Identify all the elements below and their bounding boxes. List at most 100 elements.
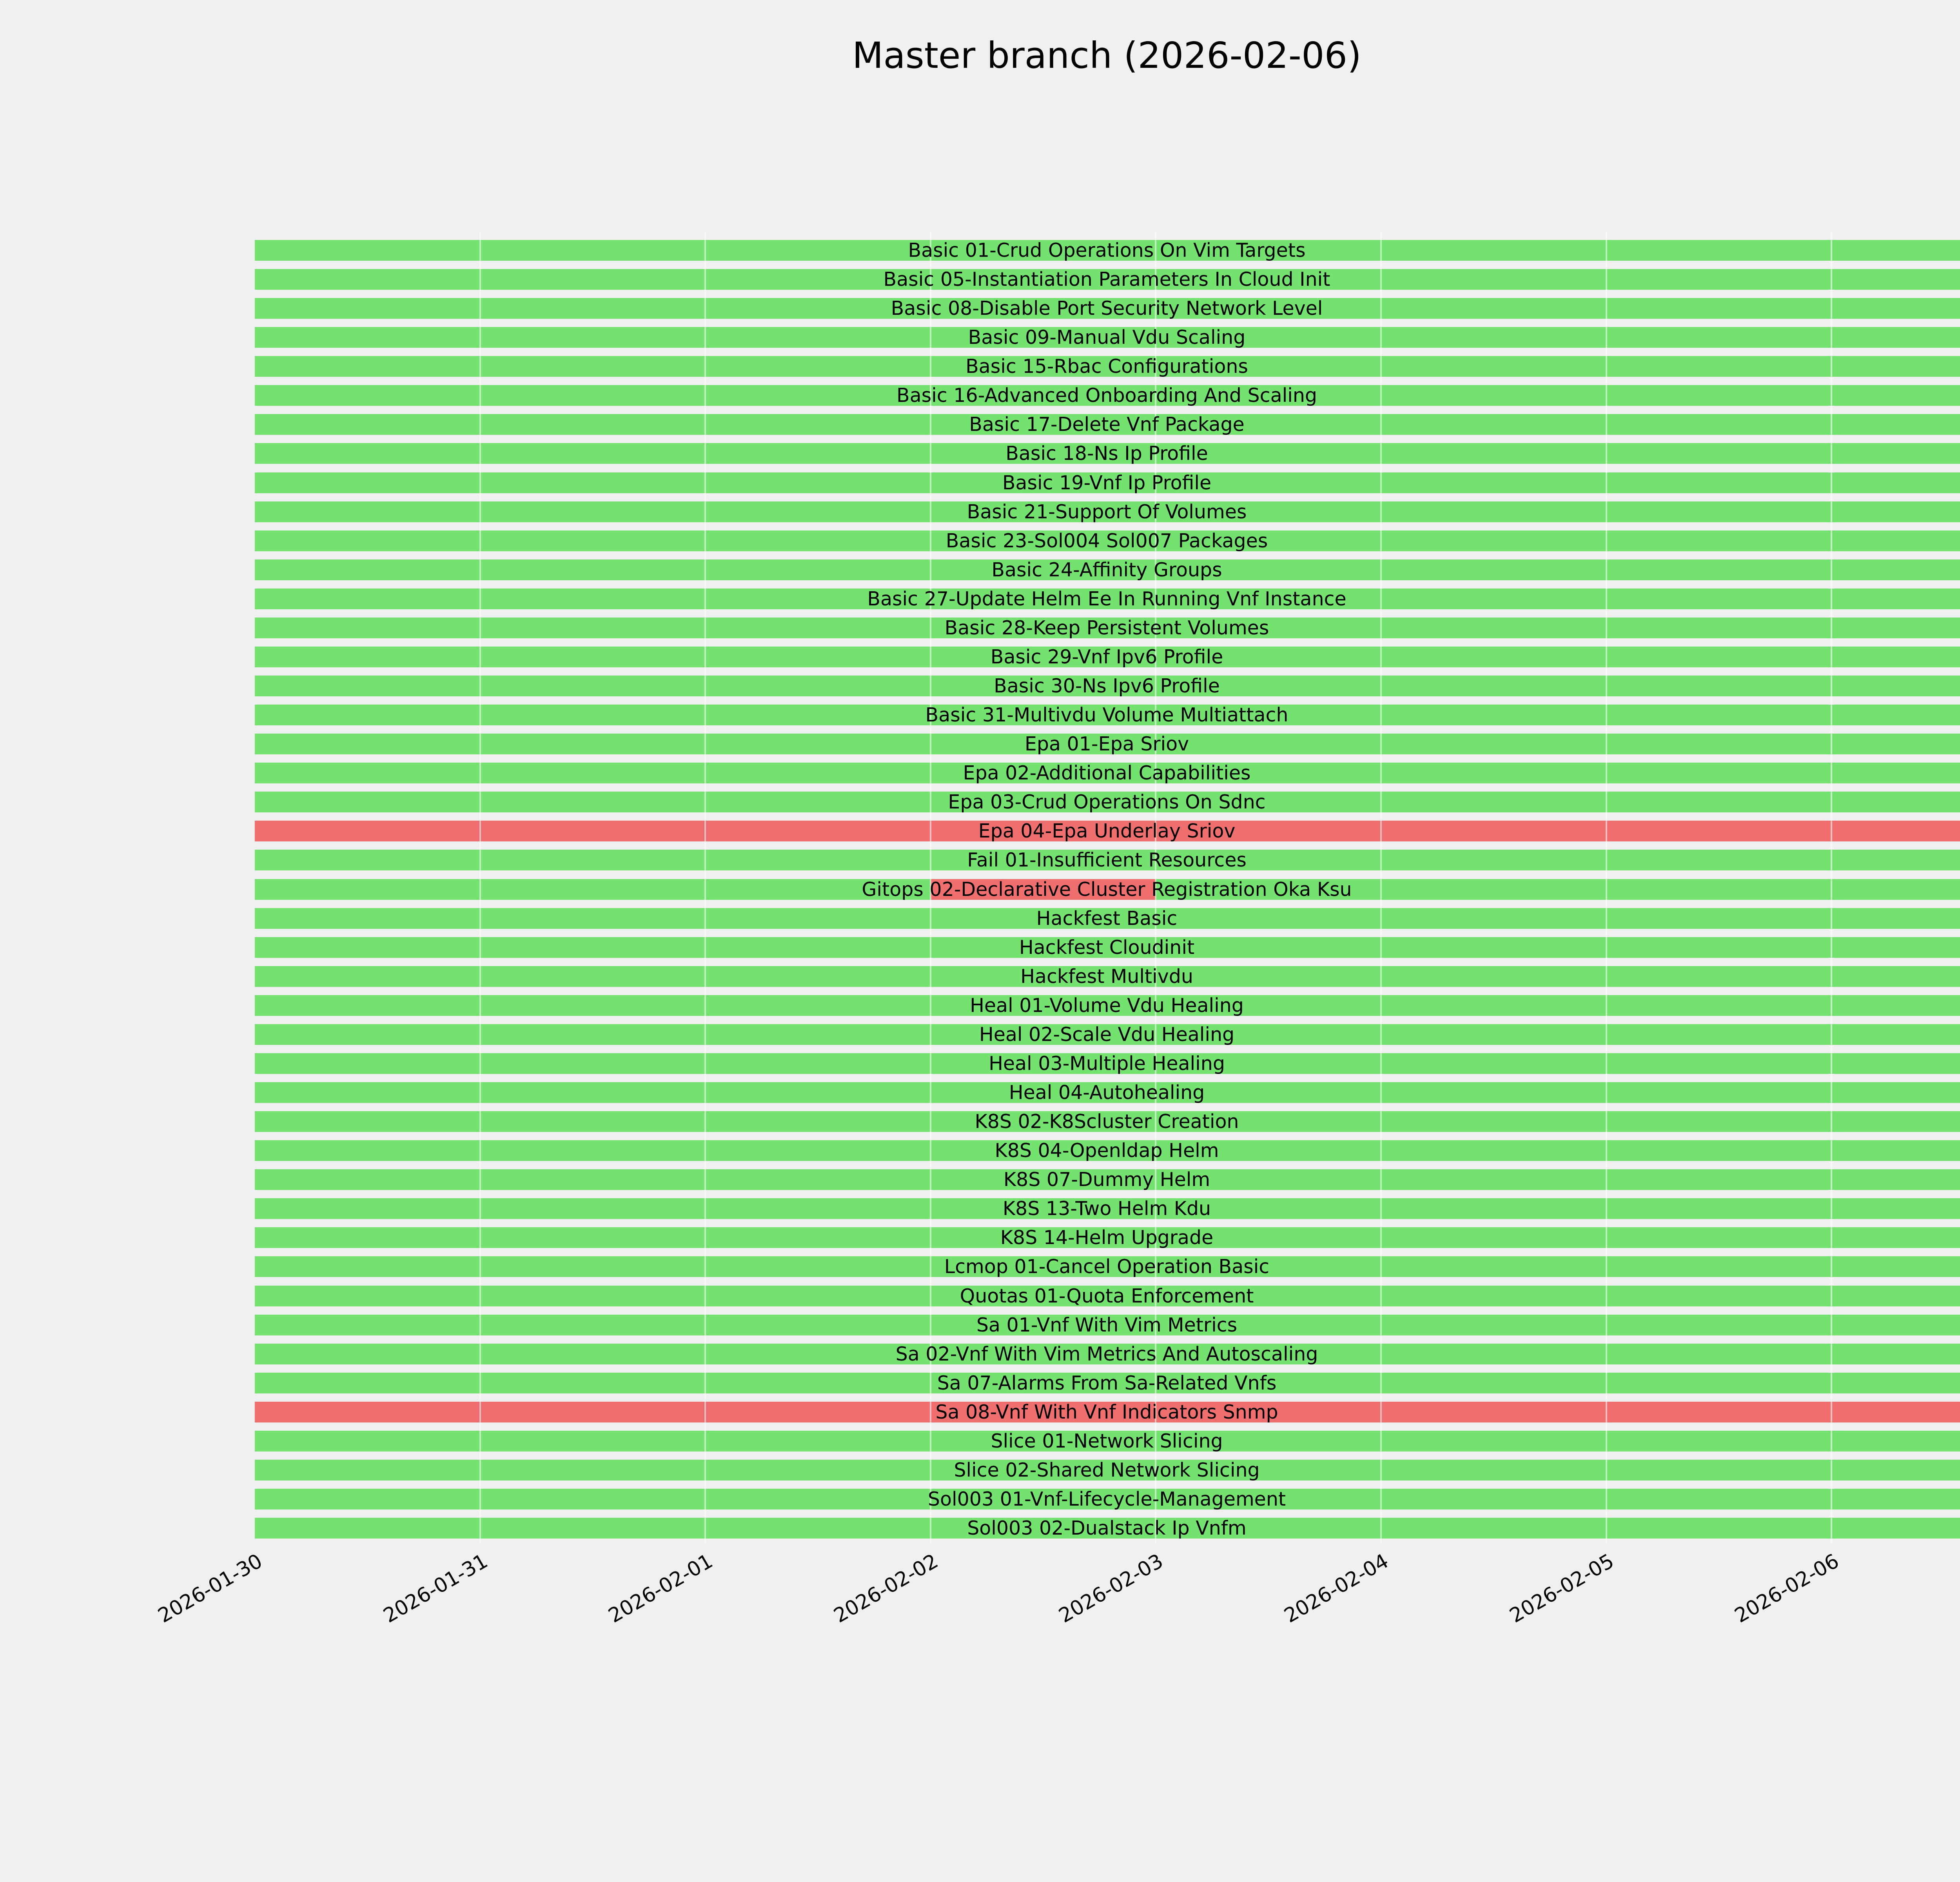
gantt-bar-segment [255, 879, 931, 900]
gantt-bar-segment [255, 588, 1960, 609]
test-name-label: Heal 04-Autohealing [1009, 1081, 1205, 1104]
gantt-bar-segment [1156, 879, 1960, 900]
test-name-label: Sa 02-Vnf With Vim Metrics And Autoscali… [895, 1342, 1318, 1365]
gantt-bar-segment [255, 763, 1960, 784]
test-name-label: Basic 08-Disable Port Security Network L… [891, 297, 1323, 320]
test-name-label: Slice 01-Network Slicing [991, 1430, 1223, 1452]
gantt-bar-segment [255, 559, 1960, 580]
test-name-label: K8S 04-Openldap Helm [995, 1139, 1219, 1162]
gantt-bar-segment [255, 617, 1960, 638]
gantt-bar-segment [255, 676, 1960, 697]
gantt-bar-segment [255, 1111, 1960, 1132]
x-tick-label: 2026-02-03 [1055, 1550, 1167, 1628]
gridline [1155, 232, 1157, 1543]
gantt-bar-segment [255, 705, 1960, 726]
test-name-label: Epa 04-Epa Underlay Sriov [978, 820, 1236, 843]
gridline [479, 232, 481, 1543]
test-name-label: Basic 05-Instantiation Parameters In Clo… [883, 268, 1330, 291]
test-name-label: Basic 31-Multivdu Volume Multiattach [925, 704, 1289, 727]
test-name-label: Basic 29-Vnf Ipv6 Profile [990, 645, 1223, 668]
x-tick-label: 2026-01-30 [154, 1550, 267, 1628]
test-name-label: Basic 01-Crud Operations On Vim Targets [908, 239, 1306, 262]
test-name-label: Sa 08-Vnf With Vnf Indicators Snmp [935, 1401, 1278, 1423]
test-name-label: Lcmop 01-Cancel Operation Basic [944, 1255, 1270, 1278]
gridline [929, 232, 931, 1543]
gantt-bar-segment [255, 443, 1960, 464]
test-name-label: Sol003 01-Vnf-Lifecycle-Management [927, 1488, 1286, 1510]
test-name-label: Basic 16-Advanced Onboarding And Scaling [896, 384, 1318, 407]
test-name-label: K8S 02-K8Scluster Creation [975, 1110, 1239, 1133]
test-name-label: Epa 02-Additional Capabilities [963, 762, 1251, 785]
test-name-label: Sa 01-Vnf With Vim Metrics [976, 1313, 1238, 1336]
gantt-bar-segment [255, 1285, 1960, 1306]
test-name-label: Hackfest Basic [1036, 907, 1178, 930]
gantt-bar-segment [255, 414, 1960, 435]
gantt-bar-segment [255, 937, 1960, 958]
gantt-bar-segment [255, 298, 1960, 319]
gantt-bar-segment [255, 1256, 1960, 1277]
gantt-bar-segment [255, 1372, 1960, 1393]
gantt-bar-segment [255, 269, 1960, 290]
x-tick-label: 2026-02-01 [604, 1550, 717, 1628]
gantt-bar-segment [255, 356, 1960, 377]
gantt-bar-segment [255, 1343, 1960, 1364]
gridline [704, 232, 706, 1543]
gantt-bar-segment [255, 385, 1960, 406]
test-name-label: Basic 15-Rbac Configurations [965, 355, 1248, 378]
gantt-bar-segment [255, 501, 1960, 522]
gantt-bar-segment [255, 1198, 1960, 1219]
gantt-bar-segment [255, 1024, 1960, 1045]
gantt-bar-segment [255, 1401, 1960, 1422]
gridline [1831, 232, 1833, 1543]
gantt-bar-segment [255, 240, 1960, 261]
x-tick-label: 2026-02-04 [1280, 1550, 1393, 1628]
test-name-label: K8S 07-Dummy Helm [1003, 1168, 1210, 1191]
gantt-bar-segment [255, 1430, 1960, 1451]
gridline [1605, 232, 1607, 1543]
gantt-bar-segment [255, 472, 1960, 493]
test-name-label: Heal 03-Multiple Healing [989, 1052, 1225, 1075]
gantt-bar-segment [255, 1314, 1960, 1335]
gantt-bar-segment [255, 995, 1960, 1016]
test-name-label: Basic 17-Delete Vnf Package [969, 413, 1245, 436]
gantt-bar-segment [255, 1489, 1960, 1510]
gantt-bar-segment [255, 966, 1960, 987]
test-name-label: Quotas 01-Quota Enforcement [960, 1284, 1254, 1307]
gantt-bar-segment [255, 1169, 1960, 1190]
gantt-bar-segment [930, 879, 1156, 900]
gantt-bar-segment [255, 327, 1960, 348]
test-name-label: Basic 24-Affinity Groups [991, 558, 1222, 581]
gantt-bar-segment [255, 1518, 1960, 1539]
x-tick-label: 2026-01-31 [379, 1550, 492, 1628]
gridline [1380, 232, 1382, 1543]
test-name-label: Basic 19-Vnf Ip Profile [1002, 471, 1212, 494]
x-tick-label: 2026-02-05 [1505, 1550, 1618, 1628]
gantt-bar-segment [255, 908, 1960, 929]
gantt-bar-segment [255, 850, 1960, 871]
test-name-label: Basic 27-Update Helm Ee In Running Vnf I… [867, 587, 1347, 610]
gantt-bar-segment [255, 1082, 1960, 1103]
test-name-label: Sol003 02-Dualstack Ip Vnfm [967, 1517, 1247, 1540]
test-name-label: Basic 23-Sol004 Sol007 Packages [946, 529, 1268, 552]
test-name-label: Hackfest Multivdu [1020, 965, 1193, 988]
gantt-bar-segment [255, 1459, 1960, 1481]
test-name-label: Sa 07-Alarms From Sa-Related Vnfs [937, 1372, 1277, 1394]
gantt-bar-segment [255, 1140, 1960, 1161]
gantt-bar-segment [255, 821, 1960, 842]
gantt-bar-segment [255, 646, 1960, 667]
gantt-bar-segment [255, 1227, 1960, 1248]
x-tick-label: 2026-02-02 [830, 1550, 942, 1628]
test-name-label: Gitops 02-Declarative Cluster Registrati… [862, 878, 1352, 901]
test-name-label: Hackfest Cloudinit [1019, 936, 1195, 959]
x-tick-label: 2026-02-06 [1731, 1550, 1843, 1628]
test-name-label: Epa 01-Epa Sriov [1024, 733, 1189, 756]
test-name-label: Basic 28-Keep Persistent Volumes [944, 616, 1269, 639]
test-name-label: Basic 18-Ns Ip Profile [1005, 442, 1208, 465]
test-name-label: Heal 02-Scale Vdu Healing [979, 1023, 1235, 1046]
test-name-label: Fail 01-Insufficient Resources [967, 849, 1247, 872]
test-name-label: K8S 14-Helm Upgrade [1000, 1226, 1214, 1249]
test-name-label: Basic 30-Ns Ipv6 Profile [994, 675, 1220, 698]
gantt-bar-segment [255, 734, 1960, 755]
test-name-label: Epa 03-Crud Operations On Sdnc [948, 791, 1266, 814]
